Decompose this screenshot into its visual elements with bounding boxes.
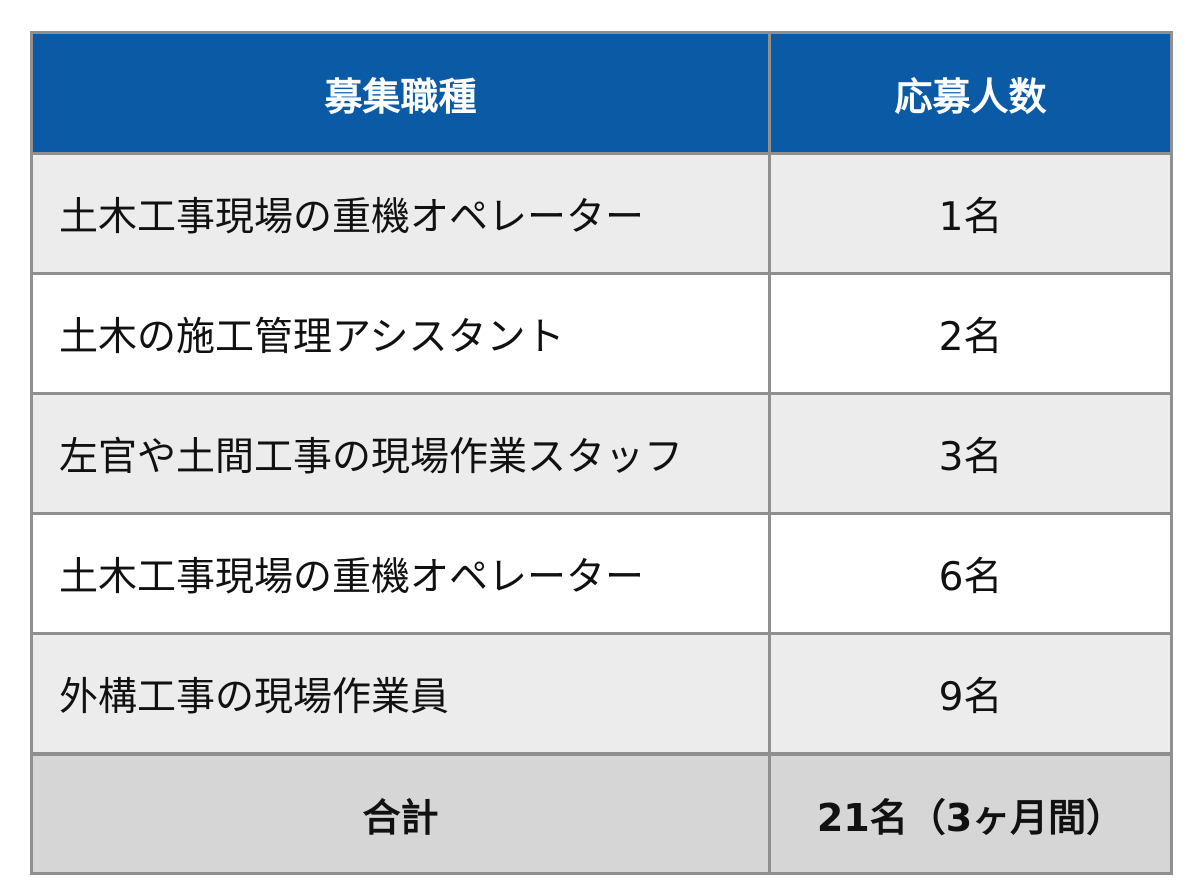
applicant-count-cell: 3名 [768,392,1173,515]
table-row: 土木工事現場の重機オペレーター 6名 [30,512,1173,635]
total-row: 合計 21名（3ヶ月間） [30,752,1173,875]
job-type-cell: 外構工事の現場作業員 [30,632,771,756]
recruitment-table-frame: 募集職種 応募人数 土木工事現場の重機オペレーター 1名 土木の施工管理アシスタ… [30,31,1173,875]
column-header-job-type: 募集職種 [30,31,771,155]
applicant-count-cell: 9名 [768,632,1173,756]
total-label: 合計 [30,752,771,875]
applicant-count-cell: 1名 [768,152,1173,275]
table-header: 募集職種 応募人数 [30,31,1173,155]
table-row: 土木の施工管理アシスタント 2名 [30,272,1173,395]
table-body: 土木工事現場の重機オペレーター 1名 土木の施工管理アシスタント 2名 左官や土… [30,152,1173,756]
table-row: 左官や土間工事の現場作業スタッフ 3名 [30,392,1173,515]
job-type-cell: 土木工事現場の重機オペレーター [30,152,771,275]
column-header-applicant-count: 応募人数 [768,31,1173,155]
total-value: 21名（3ヶ月間） [768,752,1173,875]
job-type-cell: 土木工事現場の重機オペレーター [30,512,771,635]
recruitment-table: 募集職種 応募人数 土木工事現場の重機オペレーター 1名 土木の施工管理アシスタ… [30,31,1173,875]
applicant-count-cell: 6名 [768,512,1173,635]
table-row: 外構工事の現場作業員 9名 [30,632,1173,756]
job-type-cell: 左官や土間工事の現場作業スタッフ [30,392,771,515]
job-type-cell: 土木の施工管理アシスタント [30,272,771,395]
table-footer: 合計 21名（3ヶ月間） [30,752,1173,875]
header-row: 募集職種 応募人数 [30,31,1173,155]
table-row: 土木工事現場の重機オペレーター 1名 [30,152,1173,275]
applicant-count-cell: 2名 [768,272,1173,395]
